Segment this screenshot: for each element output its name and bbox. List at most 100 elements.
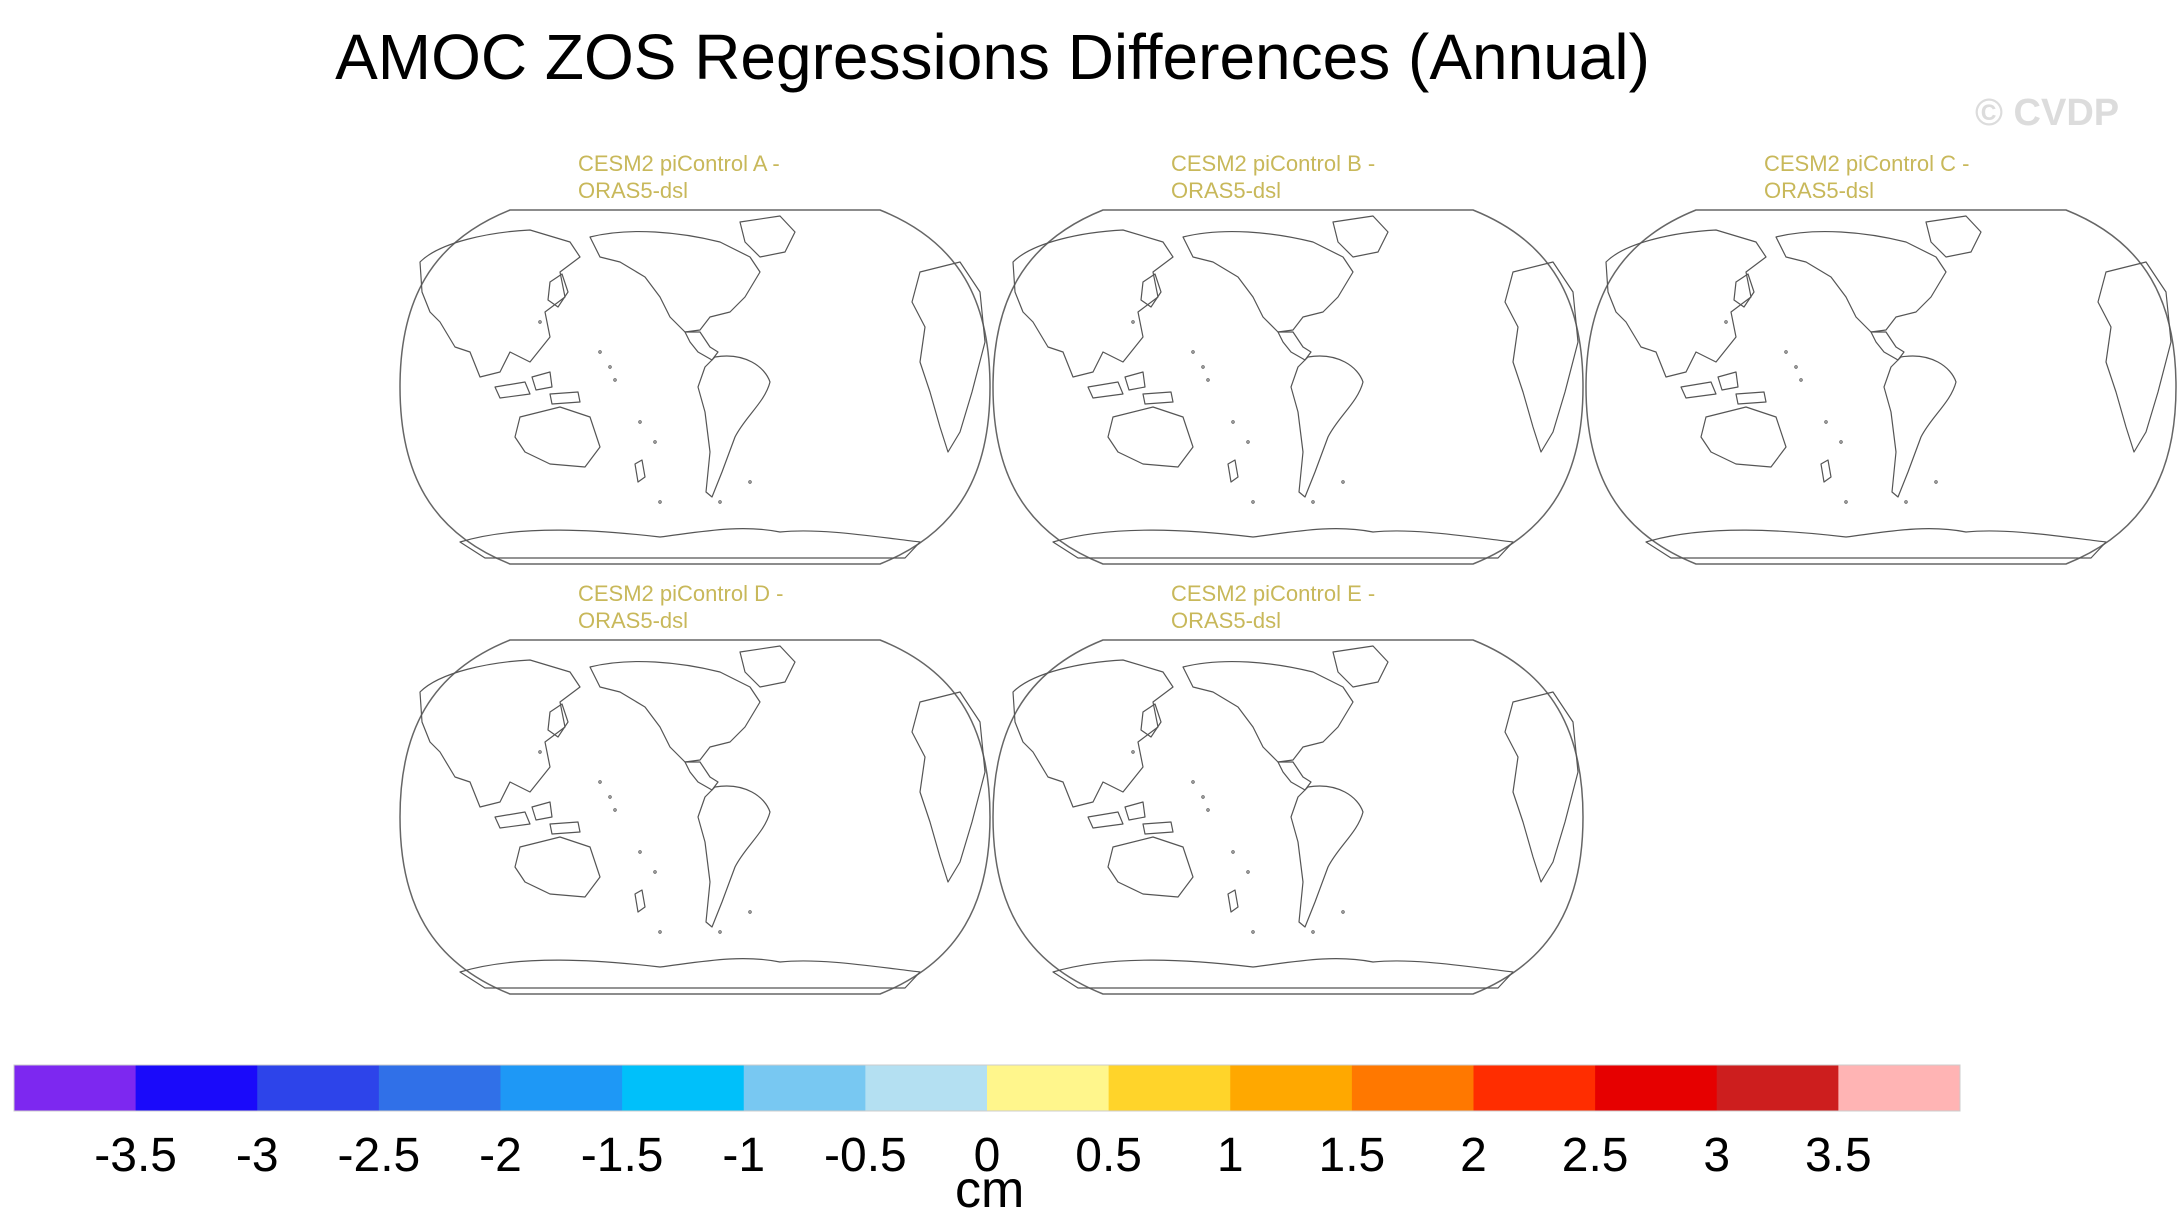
colorbar-swatch-8 <box>987 1065 1110 1111</box>
colorbar-swatch-7 <box>865 1065 988 1111</box>
island-b-6 <box>1251 500 1255 504</box>
map-panel-c: CESM2 piControl C - ORAS5-dsl <box>1585 150 2177 580</box>
island-a-6 <box>658 500 662 504</box>
island-d-1 <box>598 780 602 784</box>
coastline-a-6 <box>634 459 646 483</box>
map-panel-d: CESM2 piControl D - ORAS5-dsl <box>399 580 991 1010</box>
map-group-e <box>992 639 1584 995</box>
coastline-a-4 <box>549 391 581 405</box>
island-e-8 <box>1341 910 1345 914</box>
coastline-a-8 <box>739 215 796 258</box>
colorbar-tick-label: 0 <box>974 1129 1001 1182</box>
world-map-a <box>399 209 991 565</box>
map-outline-e <box>992 639 1584 995</box>
coastline-b-10 <box>1290 355 1364 498</box>
colorbar-tick-label: 2 <box>1460 1129 1487 1182</box>
cvdp-watermark: © CVDP <box>1975 92 2120 134</box>
island-d-7 <box>718 930 722 934</box>
island-c-7 <box>1904 500 1908 504</box>
island-d-5 <box>653 870 657 874</box>
island-a-5 <box>653 440 657 444</box>
colorbar-swatch-4 <box>500 1065 623 1111</box>
coastline-d-2 <box>494 811 531 829</box>
island-e-1 <box>1191 780 1195 784</box>
coastline-d-5 <box>514 836 601 898</box>
island-c-1 <box>1784 350 1788 354</box>
island-a-1 <box>598 350 602 354</box>
coastline-d-11 <box>911 691 986 883</box>
island-d-6 <box>658 930 662 934</box>
coastline-b-12 <box>1052 528 1514 559</box>
colorbar-tick-label: -0.5 <box>824 1129 907 1182</box>
colorbar-tick-label: 1 <box>1217 1129 1244 1182</box>
coastline-a-11 <box>911 261 986 453</box>
coastline-d-4 <box>549 821 581 835</box>
island-e-0 <box>1131 750 1135 754</box>
colorbar-swatch-3 <box>378 1065 501 1111</box>
island-e-7 <box>1311 930 1315 934</box>
coastline-a-12 <box>459 528 921 559</box>
map-panel-b: CESM2 piControl B - ORAS5-dsl <box>992 150 1584 580</box>
coastline-d-9 <box>684 761 719 791</box>
coastline-c-11 <box>2097 261 2172 453</box>
coastline-e-3 <box>1124 801 1146 821</box>
coastline-c-1 <box>1733 273 1755 308</box>
coastline-d-7 <box>589 660 761 763</box>
world-map-c <box>1585 209 2177 565</box>
island-c-4 <box>1824 420 1828 424</box>
colorbar-swatch-13 <box>1595 1065 1718 1111</box>
island-b-4 <box>1231 420 1235 424</box>
coastline-c-10 <box>1883 355 1957 498</box>
colorbar-swatch-10 <box>1230 1065 1353 1111</box>
coastline-e-8 <box>1332 645 1389 688</box>
coastline-e-10 <box>1290 785 1364 928</box>
colorbar-tick-label: -3.5 <box>94 1129 177 1182</box>
island-b-2 <box>1201 365 1205 369</box>
coastline-d-8 <box>739 645 796 688</box>
map-group-c <box>1585 209 2177 565</box>
world-map-e <box>992 639 1584 995</box>
island-e-5 <box>1246 870 1250 874</box>
coastline-b-4 <box>1142 391 1174 405</box>
coastline-c-12 <box>1645 528 2107 559</box>
coastline-a-2 <box>494 381 531 399</box>
coastline-e-2 <box>1087 811 1124 829</box>
coastline-c-6 <box>1820 459 1832 483</box>
island-a-4 <box>638 420 642 424</box>
map-outline-b <box>992 209 1584 565</box>
island-a-2 <box>608 365 612 369</box>
colorbar-tick-label: 1.5 <box>1319 1129 1386 1182</box>
coastline-c-5 <box>1700 406 1787 468</box>
colorbar-swatch-11 <box>1351 1065 1474 1111</box>
colorbar-tick-label: -2.5 <box>338 1129 421 1182</box>
coastline-c-7 <box>1775 230 1947 333</box>
panel-e-label: CESM2 piControl E - ORAS5-dsl <box>1171 581 1376 633</box>
colorbar-tick-label: -1 <box>722 1129 765 1182</box>
map-panel-e: CESM2 piControl E - ORAS5-dsl <box>992 580 1584 1010</box>
coastline-d-3 <box>531 801 553 821</box>
coastline-d-1 <box>547 703 569 738</box>
island-c-2 <box>1794 365 1798 369</box>
panel-d-label: CESM2 piControl D - ORAS5-dsl <box>578 581 784 633</box>
island-b-7 <box>1311 500 1315 504</box>
island-b-1 <box>1191 350 1195 354</box>
island-b-3 <box>1206 378 1210 382</box>
island-e-6 <box>1251 930 1255 934</box>
colorbar: -3.5 -3 -2.5 -2 -1.5 -1 -0.5 0 0.5 1 1.5 2 2.5 3 3.5 <box>13 1064 1961 1182</box>
coastline-e-6 <box>1227 889 1239 913</box>
coastline-c-9 <box>1870 331 1905 361</box>
coastline-a-3 <box>531 371 553 391</box>
island-e-3 <box>1206 808 1210 812</box>
coastline-b-8 <box>1332 215 1389 258</box>
coastline-b-2 <box>1087 381 1124 399</box>
panel-c-label: CESM2 piControl C - ORAS5-dsl <box>1764 151 1970 203</box>
coastline-d-12 <box>459 958 921 989</box>
island-a-0 <box>538 320 542 324</box>
coastline-a-9 <box>684 331 719 361</box>
coastline-a-1 <box>547 273 569 308</box>
coastline-c-3 <box>1717 371 1739 391</box>
colorbar-tick-label: 3 <box>1703 1129 1730 1182</box>
coastline-a-10 <box>697 355 771 498</box>
coastline-e-0 <box>1012 659 1174 808</box>
colorbar-swatch-6 <box>743 1065 866 1111</box>
